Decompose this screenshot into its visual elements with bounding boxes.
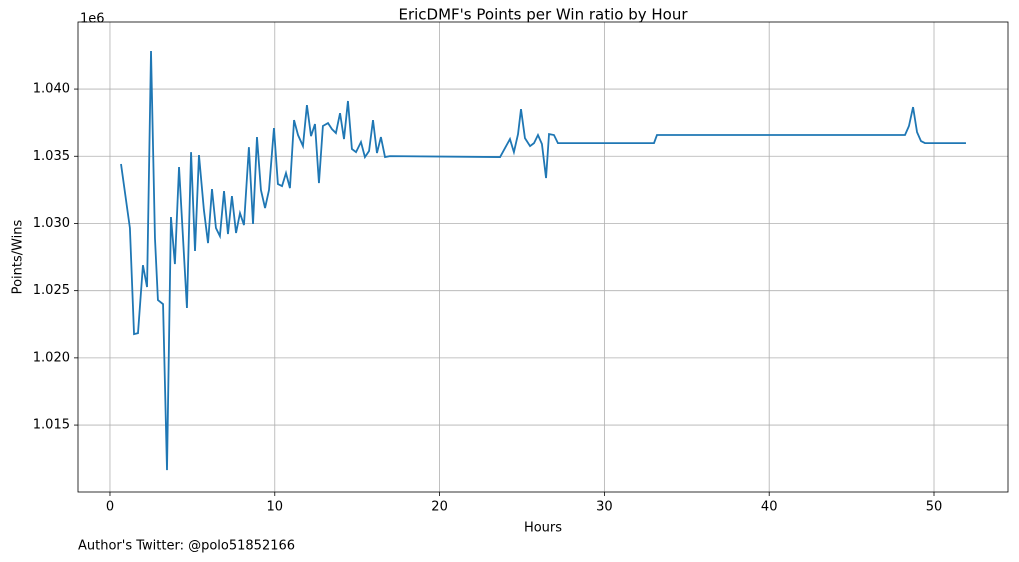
footnote: Author's Twitter: @polo51852166 [78, 539, 295, 554]
y-tick-label: 1.030 [33, 216, 70, 231]
x-tick-label: 20 [431, 500, 448, 515]
y-offset-text: 1e6 [80, 12, 105, 27]
x-tick-label: 40 [761, 500, 778, 515]
x-axis-label: Hours [524, 521, 562, 536]
y-tick-label: 1.035 [33, 149, 70, 164]
y-tick-label: 1.020 [33, 350, 70, 365]
data-line [120, 51, 966, 471]
x-tick-label: 10 [267, 500, 284, 515]
y-axis-label: Points/Wins [11, 219, 26, 294]
chart-title: EricDMF's Points per Win ratio by Hour [399, 6, 689, 24]
y-tick-label: 1.025 [33, 283, 70, 298]
x-tick-label: 0 [106, 500, 114, 515]
x-tick-label: 30 [596, 500, 613, 515]
plot-frame [77, 21, 1009, 493]
y-tick-label: 1.015 [33, 418, 70, 433]
x-tick-label: 50 [926, 500, 943, 515]
y-tick-label: 1.040 [33, 82, 70, 97]
